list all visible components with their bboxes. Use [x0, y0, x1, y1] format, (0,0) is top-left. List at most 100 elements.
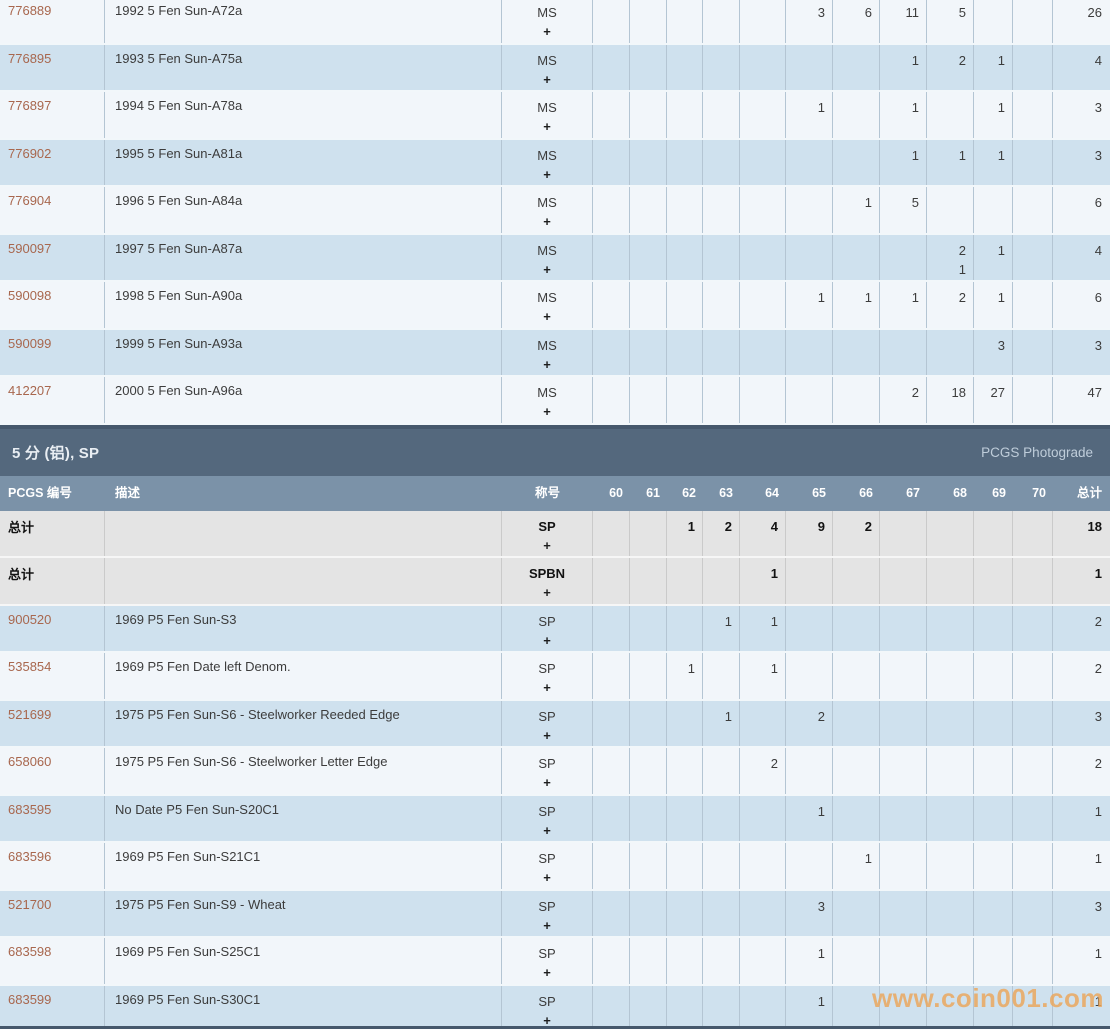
cell-plus-value: [1020, 963, 1045, 982]
cell-plus-value: [934, 165, 966, 184]
grade-cell-70: [1013, 890, 1053, 936]
cell-value: [674, 193, 695, 212]
table-row: 683598 1969 P5 Fen Sun-S25C1 SP +1 1: [0, 938, 1110, 986]
cell-value: [840, 51, 872, 70]
cell-plus-value: [887, 212, 919, 231]
pcgs-number-link[interactable]: 412207: [8, 383, 52, 398]
cell-value: [934, 659, 966, 678]
pcgs-number-cell: 658060: [0, 748, 105, 794]
grade-cell-66: 1: [833, 282, 880, 328]
cell-value: 3: [817, 898, 825, 914]
grade-cell-65: [786, 234, 833, 280]
pcgs-number-link[interactable]: 683596: [8, 849, 52, 864]
cell-plus-value: +: [543, 24, 551, 39]
grade-cell-64: [740, 843, 786, 889]
pcgs-number-link[interactable]: 776897: [8, 98, 52, 113]
pcgs-number-link[interactable]: 521700: [8, 896, 52, 912]
cell-plus-value: [637, 117, 659, 136]
cell-value: 1: [864, 290, 872, 305]
cell-value: 1: [1094, 566, 1102, 581]
cell-value: 1: [1094, 851, 1102, 866]
pcgs-number-link[interactable]: 776895: [8, 50, 52, 66]
pcgs-number-link[interactable]: 590098: [8, 288, 52, 303]
grade-cell-61: [630, 700, 667, 746]
cell-value: MS: [537, 195, 557, 210]
pcgs-number-link[interactable]: 590097: [8, 240, 52, 256]
grade-cell-66: [833, 938, 880, 984]
pcgs-number-link[interactable]: 683598: [8, 944, 52, 959]
cell-plus-value: [887, 963, 919, 982]
pcgs-number-link[interactable]: 535854: [8, 659, 52, 674]
pcgs-number-cell: 521699: [0, 700, 105, 746]
grade-cell-67: [880, 234, 927, 280]
cell-plus-value: [981, 212, 1005, 231]
cell-value: [710, 944, 732, 963]
grade-cell-66: [833, 748, 880, 794]
cell-plus-value: [1061, 307, 1102, 326]
grade-cell-63: [703, 653, 740, 699]
pcgs-number-link[interactable]: 658060: [8, 754, 52, 769]
cell-plus-value: [934, 678, 966, 697]
cell-value: 2: [770, 756, 778, 771]
grade-cell-67: 1: [880, 92, 927, 138]
cell-plus-value: [840, 726, 872, 745]
pcgs-number-cell: 776902: [0, 139, 105, 185]
cell-plus-value: [637, 678, 659, 697]
cell-value: [747, 241, 778, 260]
cell-plus-value: [981, 355, 1005, 374]
grade-cell-65: [786, 653, 833, 699]
header-grade-66: 66: [859, 485, 873, 500]
pcgs-number-link[interactable]: 683599: [8, 991, 52, 1007]
cell-plus-value: [793, 963, 825, 982]
grade-cell-62: [667, 890, 703, 936]
cell-value: [1020, 849, 1045, 868]
cell-value: [710, 193, 732, 212]
table-row: 776895 1993 5 Fen Sun-A75a MS +1 2 1 4: [0, 44, 1110, 92]
cell-value: [747, 288, 778, 307]
cell-value: [1020, 288, 1045, 307]
pcgs-number-link[interactable]: 683595: [8, 801, 52, 817]
grade-cell-68: [927, 92, 974, 138]
grade-cell-66: [833, 890, 880, 936]
grade-cell-67: [880, 843, 927, 889]
pcgs-number-cell: 900520: [0, 605, 105, 651]
header-grade-68: 68: [953, 485, 967, 500]
cell-plus-value: +: [543, 261, 551, 277]
photograde-link[interactable]: PCGS Photograde: [981, 444, 1093, 460]
cell-plus-value: [934, 355, 966, 374]
pcgs-number-link[interactable]: 776904: [8, 193, 52, 208]
pcgs-number-link[interactable]: 776889: [8, 3, 52, 18]
grade-cell-66: [833, 558, 880, 604]
cell-plus-value: [1020, 117, 1045, 136]
grade-cell-68: [927, 795, 974, 841]
cell-value: [934, 849, 966, 868]
cell-value: [1020, 51, 1045, 70]
cell-plus-value: [1061, 631, 1102, 650]
cell-value: [710, 336, 732, 355]
cell-plus-value: [793, 773, 825, 792]
grade-cell-69: 1: [974, 282, 1013, 328]
cell-plus-value: [600, 165, 622, 184]
grade-cell-63: [703, 795, 740, 841]
table-row: 776897 1994 5 Fen Sun-A78a MS +1 1 1 3: [0, 92, 1110, 140]
pcgs-number-link[interactable]: 521699: [8, 706, 52, 722]
grade-cell-62: [667, 329, 703, 375]
grade-cell-63: [703, 890, 740, 936]
cell-plus-value: [600, 821, 622, 840]
cell-value: [840, 992, 872, 1011]
cell-value: [710, 754, 732, 773]
pcgs-number-link[interactable]: 590099: [8, 335, 52, 351]
cell-value: [1020, 802, 1045, 821]
cell-plus-value: [887, 165, 919, 184]
designation-cell: SP +: [502, 605, 593, 651]
pcgs-number-link[interactable]: 900520: [8, 611, 52, 627]
grade-cell-63: [703, 558, 740, 604]
cell-plus-value: +: [543, 214, 551, 229]
grade-cell-65: [786, 558, 833, 604]
cell-plus-value: [600, 536, 622, 555]
grade-cell-60: [593, 234, 630, 280]
grade-cell-69: [974, 700, 1013, 746]
pcgs-number-link[interactable]: 776902: [8, 145, 52, 161]
grade-cell-67: [880, 700, 927, 746]
cell-plus-value: [600, 868, 622, 887]
